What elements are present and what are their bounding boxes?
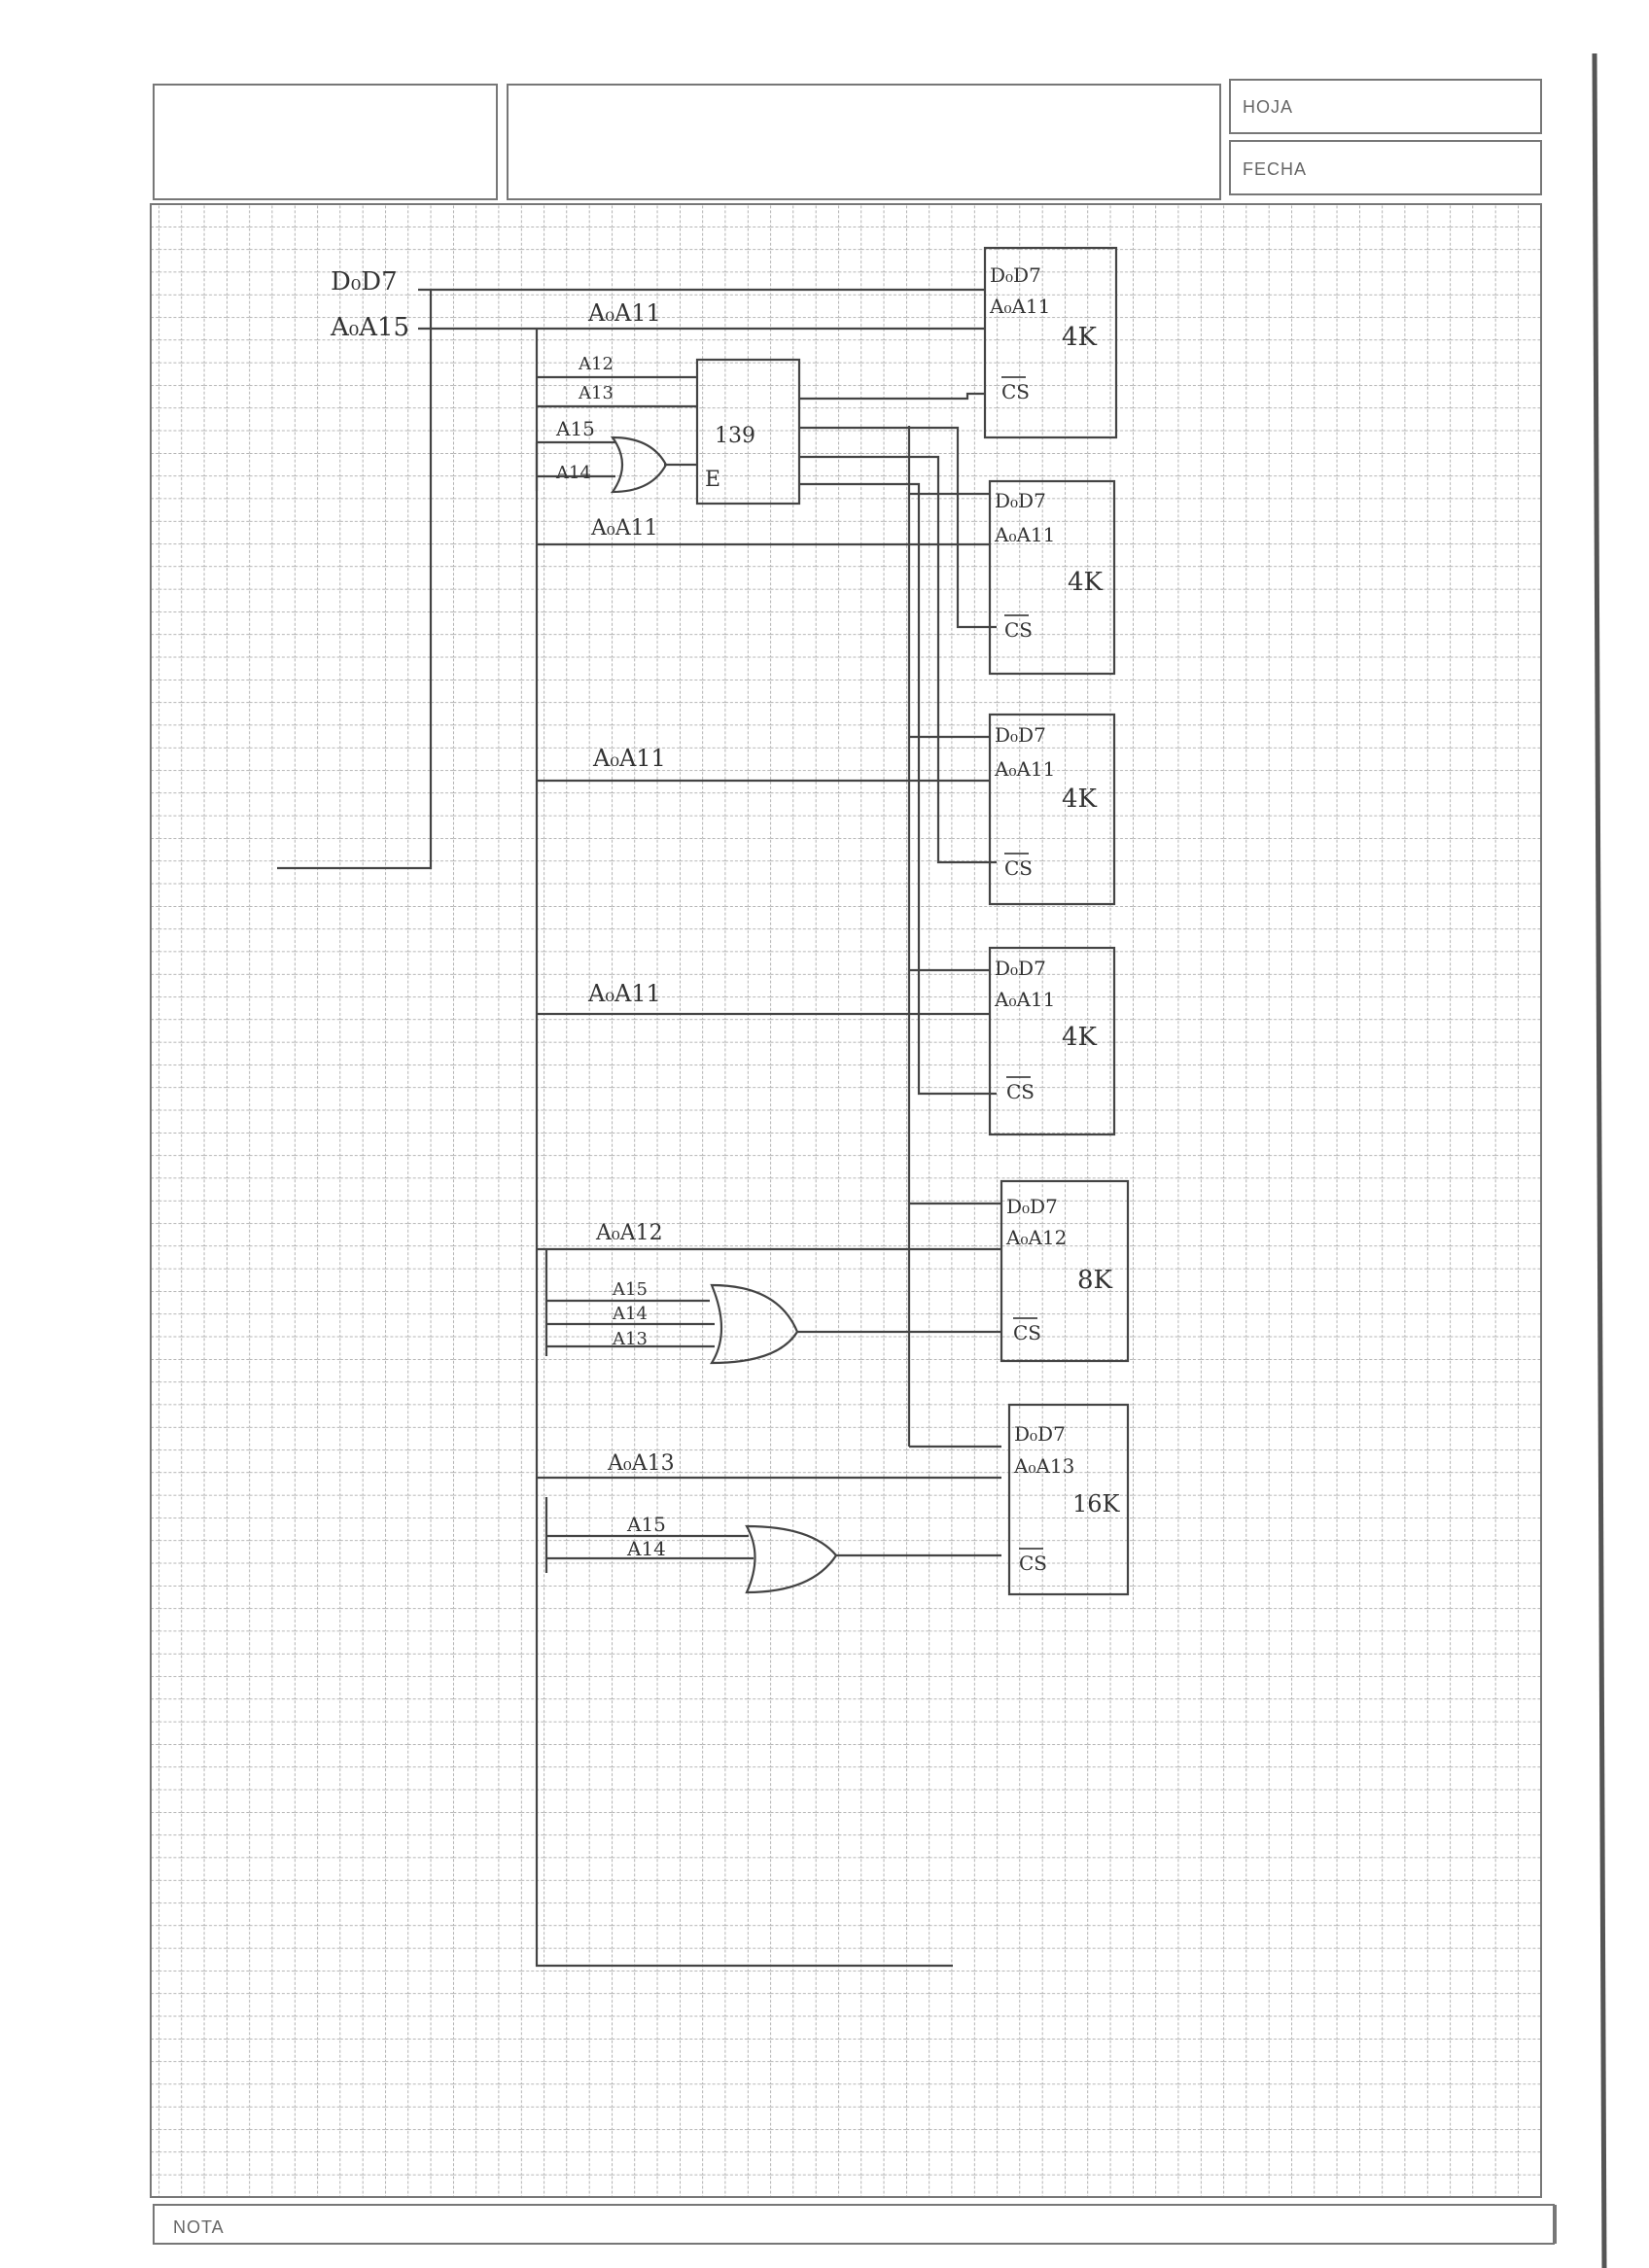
branch-addr-4: A₀A11	[587, 980, 661, 1007]
decoder-branch-addr: A₀A11	[590, 516, 658, 541]
mem6-size: 16K	[1072, 1490, 1121, 1518]
gate2-in-a15: A15	[612, 1279, 648, 1300]
data-bus-label: D₀D7	[331, 267, 398, 297]
mem4-cs: CS	[1006, 1080, 1035, 1103]
decoder-enable-label: E	[705, 468, 720, 492]
mem1-addr: A₀A11	[989, 295, 1050, 318]
title-block: HOJA FECHA	[153, 79, 1542, 200]
mem3-data: D₀D7	[995, 723, 1046, 747]
mem2-addr: A₀A11	[994, 523, 1055, 546]
footer-block: NOTA	[153, 2204, 1557, 2245]
gate1-in-a14: A14	[555, 463, 591, 483]
mem4-size: 4K	[1062, 1023, 1098, 1052]
mem3-addr: A₀A11	[994, 757, 1055, 781]
mem1-data: D₀D7	[990, 263, 1041, 287]
fecha-label: FECHA	[1243, 159, 1307, 179]
gate3-in-a15: A15	[626, 1513, 666, 1536]
cs-overbars	[1001, 376, 1043, 1550]
mem3-size: 4K	[1062, 785, 1098, 814]
branch-addr-3: A₀A11	[592, 745, 666, 772]
memory-chips	[983, 246, 1130, 1596]
mem2-cs: CS	[1004, 618, 1033, 642]
gate2-in-a14: A14	[612, 1304, 648, 1324]
mem6-cs: CS	[1019, 1552, 1047, 1575]
mem3-cs: CS	[1004, 856, 1033, 880]
mem6-addr: A₀A13	[1013, 1454, 1074, 1478]
gate2-in-a13: A13	[612, 1329, 648, 1349]
mem1-size: 4K	[1062, 323, 1098, 352]
nota-label: NOTA	[173, 2217, 225, 2237]
decoder-chip-label: 139	[715, 424, 755, 448]
grid-paper	[150, 203, 1542, 2198]
decoder-addr-label: A₀A11	[587, 299, 661, 327]
branch-addr-6: A₀A13	[607, 1451, 675, 1476]
decoder-139: 139 E	[695, 358, 801, 506]
gate1-in-a15: A15	[555, 417, 595, 440]
mem5-cs: CS	[1013, 1321, 1041, 1344]
mem4-data: D₀D7	[995, 957, 1046, 980]
hoja-label: HOJA	[1243, 97, 1293, 117]
mem1-cs: CS	[1001, 380, 1030, 403]
gate3-in-a14: A14	[626, 1537, 666, 1560]
decoder-in-a13: A13	[578, 383, 614, 403]
or-gate-1	[610, 436, 668, 494]
mem5-addr: A₀A12	[1005, 1226, 1067, 1249]
mem5-data: D₀D7	[1006, 1195, 1058, 1218]
or-gate-3	[745, 1524, 838, 1594]
mem4-addr: A₀A11	[994, 988, 1055, 1011]
or-gate-2	[710, 1283, 799, 1365]
mem2-size: 4K	[1068, 568, 1104, 597]
wiring	[277, 288, 1001, 1968]
mem6-data: D₀D7	[1014, 1422, 1066, 1446]
mem5-size: 8K	[1077, 1266, 1113, 1295]
paper-edge	[1592, 52, 1607, 2268]
branch-addr-5: A₀A12	[595, 1221, 663, 1245]
addr-bus-label: A₀A15	[330, 313, 409, 342]
decoder-in-a12: A12	[578, 354, 614, 374]
mem2-data: D₀D7	[995, 489, 1046, 512]
